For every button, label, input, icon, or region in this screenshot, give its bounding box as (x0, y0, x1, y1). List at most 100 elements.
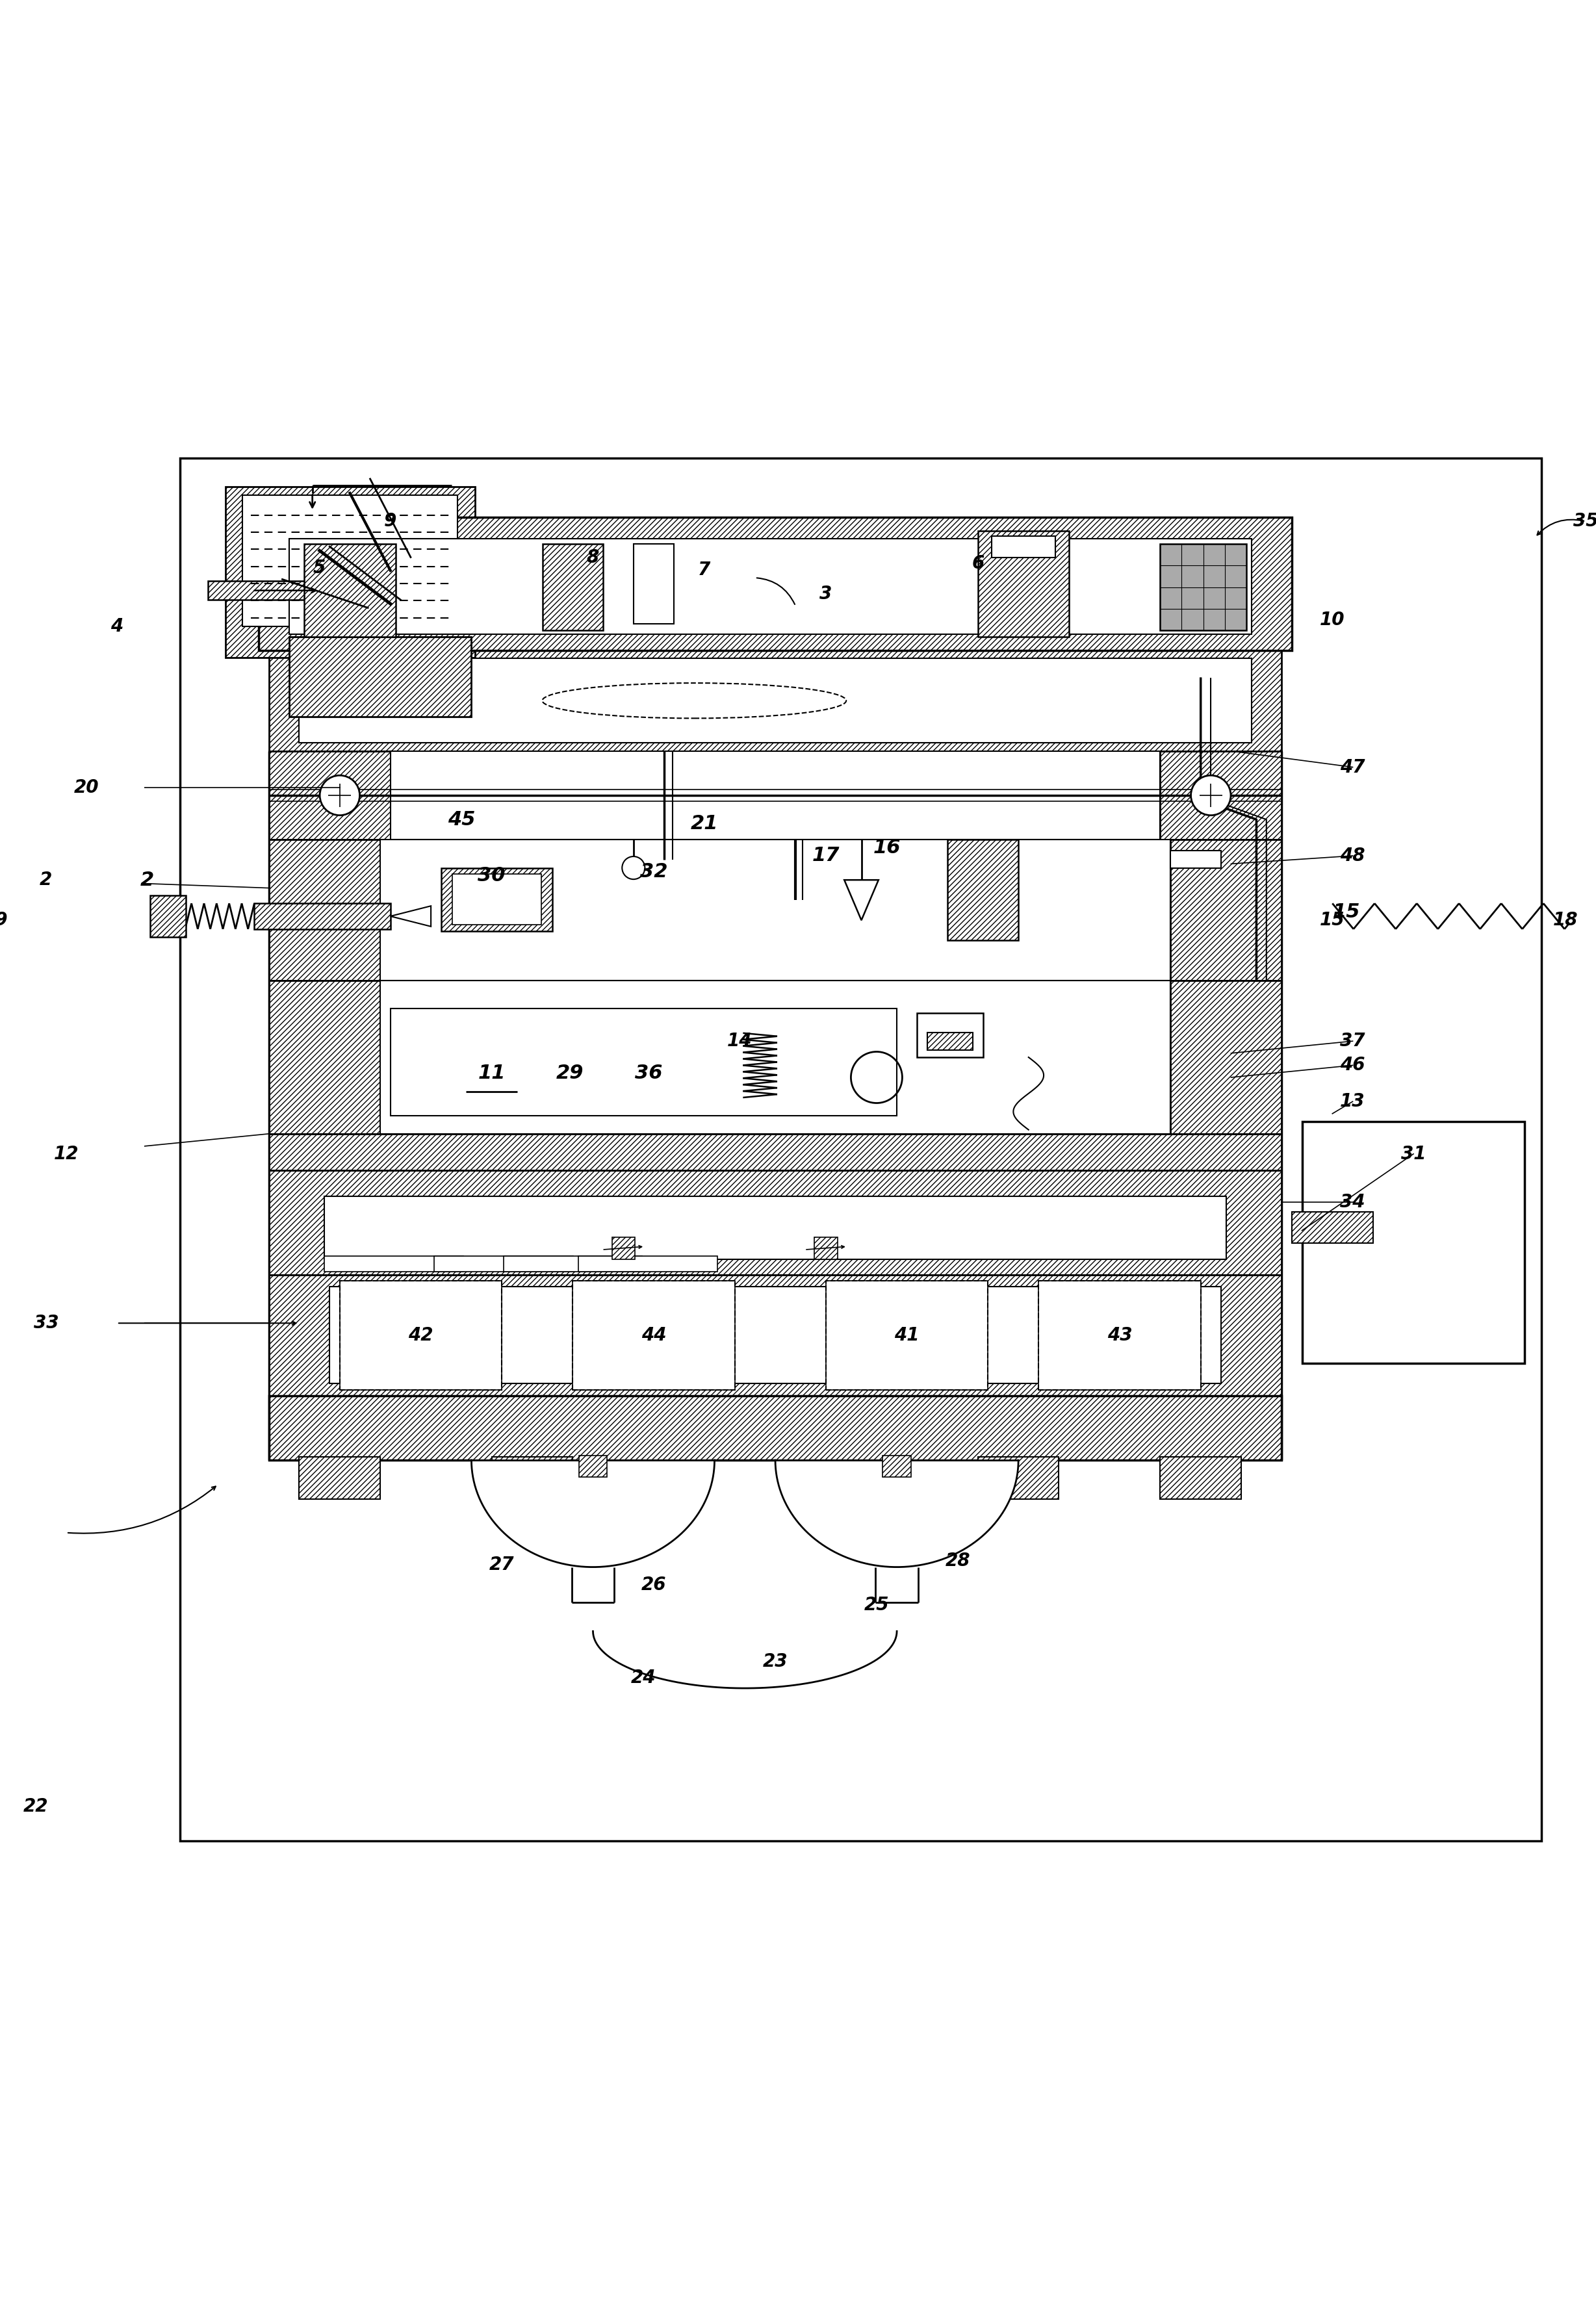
Circle shape (1191, 775, 1231, 816)
Bar (827, 1281, 988, 1389)
Polygon shape (776, 1460, 1018, 1568)
Text: 16: 16 (873, 839, 900, 858)
Text: 48: 48 (1341, 846, 1365, 864)
Bar (573, 1281, 734, 1389)
Bar (330, 1287, 1221, 1384)
Text: 37: 37 (1341, 1032, 1365, 1051)
Bar (243, 494, 458, 625)
Text: 46: 46 (1341, 1055, 1365, 1074)
Bar (927, 1032, 974, 1051)
Bar (298, 1458, 380, 1499)
Text: 19: 19 (0, 910, 8, 929)
Text: 31: 31 (1401, 1145, 1425, 1163)
Bar (289, 538, 1251, 635)
Text: 4: 4 (110, 616, 123, 635)
Text: 41: 41 (894, 1327, 919, 1345)
Bar (268, 982, 380, 1133)
Bar (1039, 1281, 1200, 1389)
Bar (254, 904, 391, 929)
Text: 32: 32 (640, 862, 667, 881)
Bar (1170, 839, 1282, 982)
Text: 10: 10 (1320, 612, 1345, 630)
Bar (1160, 1458, 1242, 1499)
Bar (305, 545, 396, 637)
Bar (1291, 1212, 1373, 1244)
Polygon shape (391, 906, 431, 926)
Bar (268, 1395, 1282, 1460)
Bar (340, 1281, 501, 1389)
Bar (268, 1276, 1282, 1395)
Bar (918, 1014, 983, 1058)
Text: 2: 2 (40, 871, 53, 890)
Polygon shape (471, 1460, 715, 1568)
Bar (492, 1458, 573, 1499)
Polygon shape (844, 881, 878, 920)
Text: 23: 23 (763, 1653, 788, 1671)
Bar (268, 517, 1282, 651)
Circle shape (622, 858, 645, 878)
Bar (268, 651, 1282, 752)
Bar (1160, 752, 1282, 839)
Bar (634, 545, 674, 623)
Bar (440, 867, 552, 931)
Bar (289, 637, 471, 717)
Bar (380, 982, 1170, 1133)
Text: 44: 44 (642, 1327, 666, 1345)
Text: 35: 35 (1574, 513, 1596, 531)
Text: 7: 7 (697, 561, 710, 579)
Bar (991, 536, 1055, 556)
Text: 30: 30 (477, 867, 506, 885)
Text: 9: 9 (385, 513, 397, 531)
Text: 45: 45 (447, 809, 476, 830)
Text: 3: 3 (820, 584, 832, 602)
Bar (340, 1281, 501, 1389)
Bar (978, 531, 1069, 637)
Text: 26: 26 (642, 1575, 666, 1593)
Bar (1170, 851, 1221, 867)
Bar (380, 839, 1170, 982)
Text: 12: 12 (54, 1145, 78, 1163)
Bar (268, 752, 391, 839)
Text: 22: 22 (24, 1798, 48, 1816)
Text: 29: 29 (557, 1064, 584, 1083)
Bar (452, 874, 541, 924)
Bar (1302, 1122, 1524, 1363)
Bar (434, 1255, 573, 1271)
Text: 6: 6 (972, 554, 985, 572)
Text: 25: 25 (863, 1596, 889, 1614)
Text: 17: 17 (812, 846, 839, 864)
Text: 8: 8 (587, 549, 598, 568)
Bar (573, 1281, 734, 1389)
Bar (579, 1455, 606, 1478)
Text: 5: 5 (313, 559, 326, 577)
Text: 43: 43 (1108, 1327, 1132, 1345)
Bar (503, 1255, 642, 1271)
Bar (1039, 1281, 1200, 1389)
Text: 27: 27 (490, 1556, 514, 1575)
Bar (1170, 982, 1282, 1133)
Bar (1585, 897, 1596, 936)
Bar (978, 1458, 1058, 1499)
Bar (268, 839, 380, 982)
Text: 11: 11 (477, 1064, 506, 1083)
Bar (814, 1237, 838, 1260)
Bar (578, 1255, 717, 1271)
Text: 36: 36 (635, 1064, 662, 1083)
Text: 15: 15 (1320, 910, 1345, 929)
Bar (391, 1009, 897, 1115)
Text: 21: 21 (691, 814, 718, 832)
Text: 34: 34 (1341, 1193, 1365, 1212)
Text: 18: 18 (1553, 910, 1578, 929)
Bar (391, 752, 1160, 839)
Text: 47: 47 (1341, 759, 1365, 777)
Bar (827, 1281, 988, 1389)
Text: 13: 13 (1341, 1092, 1365, 1110)
Bar (948, 839, 1018, 940)
Text: 24: 24 (630, 1669, 656, 1687)
Bar (324, 1195, 1226, 1260)
Bar (268, 1133, 1282, 1170)
Bar (268, 1170, 1282, 1276)
Bar (611, 1237, 635, 1260)
Bar (259, 517, 1291, 651)
Bar (207, 582, 319, 600)
